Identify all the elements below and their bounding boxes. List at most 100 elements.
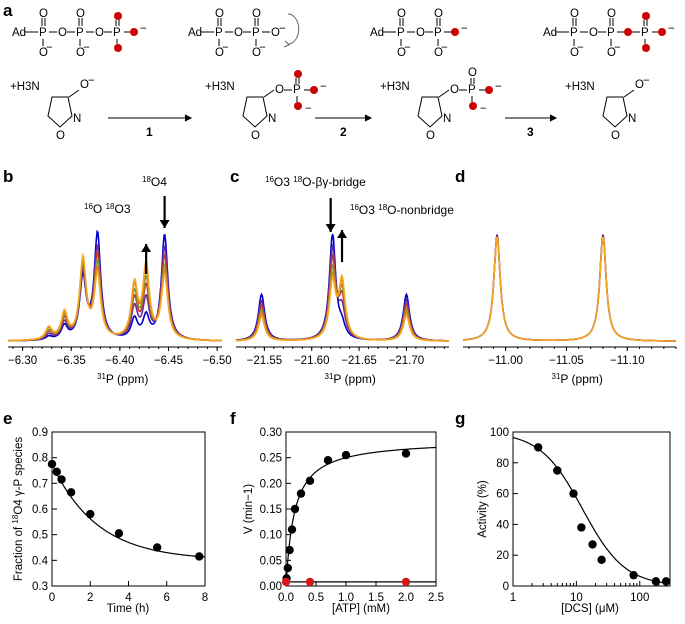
arrow-up-b-head: [141, 244, 152, 252]
y-tick-label-4: 0.20: [260, 478, 282, 490]
data-point-black: [283, 563, 292, 573]
svg-text:P: P: [397, 27, 405, 39]
atp-kinetics-plot-f: 0.0 0.5 1.0 1.5 2.0 2.5 0.00 0.05 0.10 0.15 0.20 0.…: [243, 427, 444, 615]
svg-text:O: O: [80, 79, 89, 91]
y-tick-label-2: 0.5: [32, 530, 48, 542]
svg-text:−: −: [320, 81, 327, 93]
svg-text:O: O: [215, 47, 224, 59]
spectrum-line-t3: [8, 257, 222, 342]
x-tick-label-3: 1.5: [368, 592, 384, 604]
svg-text:−: −: [46, 42, 53, 54]
x-tick-label-4: −6.50: [203, 355, 232, 367]
panel-letter-g: g: [455, 409, 465, 428]
x-axis-label: Time (h): [107, 603, 150, 615]
svg-text:O: O: [397, 47, 406, 59]
svg-text:P: P: [215, 27, 223, 39]
dcs-molecule-2: +H3N O P − − N O: [205, 70, 327, 142]
atp-molecule-1: Ad P O O − O P O O − O P: [12, 8, 147, 59]
data-point-red: [281, 577, 291, 587]
data-point-black: [323, 456, 333, 465]
x-tick-label-4: 8: [202, 592, 208, 604]
x-tick-label-2: 100: [630, 592, 649, 604]
x-tick-label-0: −6.30: [8, 355, 37, 367]
adp-molecule-2: Ad P O O − O P O O − −: [370, 8, 468, 59]
svg-text:N: N: [628, 113, 636, 125]
spectrum-line-t5: [462, 236, 676, 342]
annotation-bridge: 16O3 18O-βγ-bridge: [265, 175, 366, 190]
data-point: [661, 577, 671, 586]
x-tick-label-3: −6.45: [154, 355, 183, 367]
svg-text:O: O: [450, 84, 459, 96]
svg-text:P: P: [252, 27, 260, 39]
data-point: [152, 543, 162, 552]
data-point: [588, 540, 597, 549]
x-tick-label-2: −6.40: [105, 355, 134, 367]
svg-text:P: P: [468, 84, 476, 96]
data-point: [534, 443, 543, 452]
y-tick-label-3: 0.15: [260, 504, 282, 516]
svg-text:+H3N: +H3N: [10, 81, 40, 93]
data-point-black: [401, 449, 411, 458]
data-point: [569, 489, 578, 498]
nmr-spectrum-d: −11.00 −11.05 −11.10 31P (ppm): [462, 234, 677, 386]
svg-text:−: −: [222, 42, 229, 54]
y-tick-label-6: 0.9: [32, 427, 48, 439]
svg-text:−: −: [643, 75, 650, 87]
data-point-black: [341, 450, 351, 460]
svg-text:P: P: [39, 27, 47, 39]
plot-frame: [51, 431, 206, 587]
svg-text:O: O: [426, 130, 435, 142]
time-course-plot-e: 0 2 4 6 8 0.3 0.4 0.5 0.6 0.7 0.8 0.9 Time (h) Fracti…: [11, 427, 209, 615]
svg-text:+H3N: +H3N: [565, 81, 595, 93]
svg-text:O: O: [271, 27, 280, 39]
svg-text:+H3N: +H3N: [380, 81, 410, 93]
svg-text:P: P: [113, 27, 121, 39]
y-axis-label: V (min−1): [243, 484, 255, 534]
svg-text:N: N: [443, 113, 451, 125]
svg-text:O: O: [607, 47, 616, 59]
svg-text:O: O: [611, 130, 620, 142]
data-point: [651, 577, 661, 586]
data-point-red: [401, 577, 411, 587]
x-tick-label-0: −11.00: [488, 355, 523, 367]
x-axis-label: [ATP] (mM): [332, 603, 390, 615]
y-tick-label-3: 60: [496, 489, 509, 501]
y-tick-label-6: 0.30: [260, 427, 282, 439]
svg-text:O: O: [434, 8, 443, 20]
x-tick-label-1: 2: [87, 592, 93, 604]
data-point-black: [287, 525, 297, 534]
y-tick-label-1: 0.4: [32, 555, 49, 567]
x-tick-label-1: −6.35: [57, 355, 86, 367]
data-point: [553, 466, 562, 475]
svg-text:O: O: [252, 47, 261, 59]
x-tick-label-4: 2.0: [398, 592, 414, 604]
fit-curve: [51, 463, 206, 558]
y-axis-label: Activity (%): [477, 480, 489, 538]
y-tick-label-0: 0.00: [260, 581, 282, 593]
data-point: [66, 488, 76, 497]
y-tick-label-5: 0.8: [32, 453, 48, 465]
data-point-black: [305, 476, 315, 485]
svg-text:O: O: [58, 27, 67, 39]
dcs-inhibition-plot-g: 1 10 100 0 20 40 60 80 100 [DCS] (μM) Activity (%): [477, 427, 671, 615]
svg-text:−: −: [461, 23, 468, 35]
data-point: [52, 467, 61, 476]
x-tick-label-0: 0: [49, 592, 55, 604]
data-point: [577, 523, 586, 532]
data-point: [57, 475, 66, 484]
x-tick-label-0: 0.0: [278, 592, 294, 604]
panel-letter-f: f: [230, 409, 236, 428]
data-point-black: [285, 545, 294, 555]
fit-curve: [285, 446, 436, 587]
arrow-down-b-head: [159, 220, 170, 228]
svg-text:Ad: Ad: [370, 27, 384, 39]
x-tick-label-3: 6: [164, 592, 170, 604]
svg-text:N: N: [268, 113, 276, 125]
data-point: [629, 571, 638, 580]
svg-text:O: O: [39, 47, 48, 59]
panel-letter-e: e: [3, 409, 12, 428]
x-tick-label-2: 4: [125, 592, 132, 604]
svg-text:P: P: [607, 27, 615, 39]
data-point-black: [290, 504, 300, 514]
